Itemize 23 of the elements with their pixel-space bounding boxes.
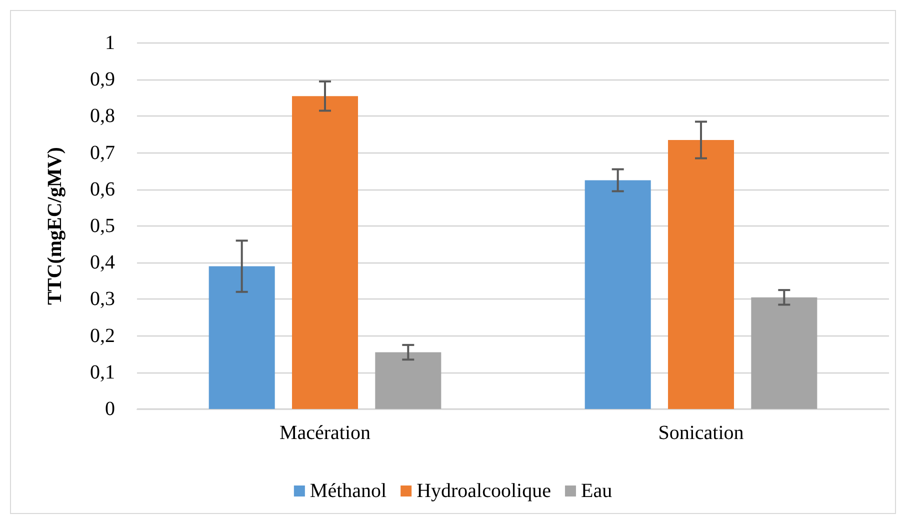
bar [292, 96, 358, 409]
x-tick-label: Macération [279, 422, 371, 444]
y-tick-label: 0,5 [90, 215, 115, 237]
y-tick-label: 1 [105, 32, 115, 54]
y-tick-label: 0,2 [90, 324, 115, 347]
bar [751, 297, 818, 409]
legend-label: Méthanol [310, 480, 388, 502]
x-tick-label: Sonication [658, 422, 744, 444]
legend-label: Eau [580, 480, 612, 502]
y-tick-label: 0 [105, 398, 115, 420]
y-tick-label: 0,9 [90, 68, 115, 91]
y-tick-label: 0,6 [90, 178, 115, 200]
y-tick-label: 0,3 [90, 288, 115, 310]
y-tick-label: 0,4 [90, 252, 115, 274]
y-axis-title: TTC(mgEC/gMV) [44, 147, 66, 305]
legend-label: Hydroalcoolique [416, 480, 552, 502]
bar [584, 180, 651, 409]
bar [375, 352, 442, 409]
y-tick-label: 0,1 [90, 361, 115, 384]
bar [668, 140, 734, 409]
y-tick-label: 0,7 [90, 142, 115, 164]
bar [208, 266, 275, 409]
y-tick-label: 0,8 [90, 105, 115, 128]
